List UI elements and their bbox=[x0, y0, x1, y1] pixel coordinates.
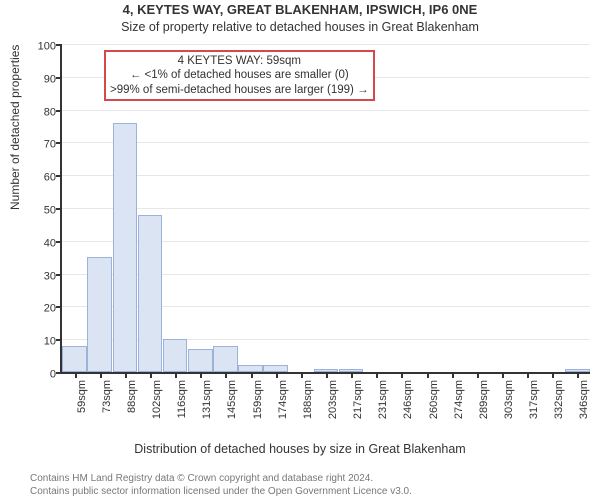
y-tick-label: 70 bbox=[26, 140, 56, 151]
x-tick-label: 317sqm bbox=[529, 380, 540, 419]
x-tick-label: 88sqm bbox=[127, 380, 138, 413]
bar bbox=[62, 346, 87, 372]
y-tick-label: 100 bbox=[26, 42, 56, 53]
x-tick-label: 246sqm bbox=[403, 380, 414, 419]
x-tick-mark bbox=[527, 372, 529, 378]
annotation-box: 4 KEYTES WAY: 59sqm ← <1% of detached ho… bbox=[104, 50, 375, 101]
gridline bbox=[62, 110, 590, 111]
y-tick-label: 10 bbox=[26, 337, 56, 348]
x-tick-label: 289sqm bbox=[479, 380, 490, 419]
y-tick-label: 90 bbox=[26, 74, 56, 85]
x-tick-label: 102sqm bbox=[152, 380, 163, 419]
x-tick-mark bbox=[552, 372, 554, 378]
x-tick-label: 159sqm bbox=[253, 380, 264, 419]
y-tick-mark bbox=[56, 274, 62, 276]
footer-line1: Contains HM Land Registry data © Crown c… bbox=[30, 472, 590, 485]
y-tick-mark bbox=[56, 372, 62, 374]
figure: 4, KEYTES WAY, GREAT BLAKENHAM, IPSWICH,… bbox=[0, 0, 600, 500]
y-tick-mark bbox=[56, 339, 62, 341]
x-tick-label: 332sqm bbox=[554, 380, 565, 419]
plot-area: 4 KEYTES WAY: 59sqm ← <1% of detached ho… bbox=[60, 44, 590, 374]
x-tick-mark bbox=[125, 372, 127, 378]
x-tick-mark bbox=[502, 372, 504, 378]
bar bbox=[138, 215, 163, 372]
x-axis-label: Distribution of detached houses by size … bbox=[0, 442, 600, 456]
y-tick-label: 60 bbox=[26, 173, 56, 184]
x-tick-mark bbox=[276, 372, 278, 378]
y-axis-label: Number of detached properties bbox=[8, 45, 22, 210]
chart-title: 4, KEYTES WAY, GREAT BLAKENHAM, IPSWICH,… bbox=[0, 0, 600, 18]
x-tick-label: 116sqm bbox=[177, 380, 188, 418]
x-tick-mark bbox=[401, 372, 403, 378]
footer: Contains HM Land Registry data © Crown c… bbox=[30, 472, 590, 498]
annot-line2: ← <1% of detached houses are smaller (0) bbox=[110, 68, 369, 82]
y-tick-mark bbox=[56, 44, 62, 46]
x-tick-mark bbox=[577, 372, 579, 378]
x-tick-label: 274sqm bbox=[454, 380, 465, 419]
y-tick-mark bbox=[56, 241, 62, 243]
gridline bbox=[62, 208, 590, 209]
x-tick-label: 131sqm bbox=[202, 380, 213, 419]
footer-line2: Contains public sector information licen… bbox=[30, 485, 590, 498]
x-tick-label: 145sqm bbox=[227, 380, 238, 419]
x-tick-label: 73sqm bbox=[102, 380, 113, 413]
y-tick-mark bbox=[56, 208, 62, 210]
bar bbox=[163, 339, 188, 372]
x-tick-label: 346sqm bbox=[579, 380, 590, 419]
gridline bbox=[62, 142, 590, 143]
x-tick-label: 203sqm bbox=[328, 380, 339, 419]
y-tick-mark bbox=[56, 110, 62, 112]
chart-subtitle: Size of property relative to detached ho… bbox=[0, 18, 600, 34]
x-tick-mark bbox=[326, 372, 328, 378]
x-tick-label: 188sqm bbox=[303, 380, 314, 419]
gridline bbox=[62, 44, 590, 45]
x-tick-mark bbox=[150, 372, 152, 378]
y-tick-mark bbox=[56, 77, 62, 79]
x-tick-label: 303sqm bbox=[504, 380, 515, 419]
x-tick-mark bbox=[427, 372, 429, 378]
annot-line1: 4 KEYTES WAY: 59sqm bbox=[110, 54, 369, 68]
x-tick-label: 231sqm bbox=[378, 380, 389, 419]
x-tick-label: 59sqm bbox=[77, 380, 88, 413]
x-tick-mark bbox=[225, 372, 227, 378]
y-tick-label: 50 bbox=[26, 206, 56, 217]
x-tick-mark bbox=[301, 372, 303, 378]
annot-line3: >99% of semi-detached houses are larger … bbox=[110, 83, 369, 97]
bar bbox=[113, 123, 138, 372]
y-tick-label: 30 bbox=[26, 271, 56, 282]
y-tick-mark bbox=[56, 175, 62, 177]
bar bbox=[213, 346, 238, 372]
bar bbox=[188, 349, 213, 372]
y-tick-mark bbox=[56, 142, 62, 144]
y-tick-mark bbox=[56, 306, 62, 308]
x-tick-label: 217sqm bbox=[353, 380, 364, 419]
x-tick-label: 174sqm bbox=[278, 380, 289, 419]
x-tick-mark bbox=[175, 372, 177, 378]
x-tick-mark bbox=[477, 372, 479, 378]
x-tick-mark bbox=[100, 372, 102, 378]
gridline bbox=[62, 175, 590, 176]
x-tick-mark bbox=[251, 372, 253, 378]
x-tick-mark bbox=[351, 372, 353, 378]
bar bbox=[87, 257, 112, 372]
x-tick-label: 260sqm bbox=[429, 380, 440, 419]
x-tick-mark bbox=[376, 372, 378, 378]
y-tick-label: 0 bbox=[26, 370, 56, 381]
y-tick-label: 20 bbox=[26, 304, 56, 315]
x-tick-mark bbox=[75, 372, 77, 378]
x-tick-mark bbox=[200, 372, 202, 378]
y-tick-label: 80 bbox=[26, 107, 56, 118]
y-tick-label: 40 bbox=[26, 238, 56, 249]
x-tick-mark bbox=[452, 372, 454, 378]
